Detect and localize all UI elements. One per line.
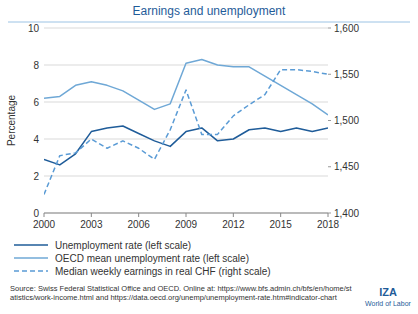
y-tick-label: 6	[33, 97, 39, 108]
legend-label: Median weekly earnings in real CHF (righ…	[55, 266, 271, 277]
y2-tick-label: 1,400	[334, 208, 359, 219]
logo-text: IZA	[379, 286, 397, 298]
source-note: Source: Swiss Federal Statistical Office…	[10, 284, 355, 302]
x-tick-label: 2009	[175, 219, 198, 230]
x-tick	[186, 213, 187, 217]
grid-line	[44, 28, 328, 29]
y-tick-label: 4	[33, 134, 39, 145]
legend-label: Unemployment rate (left scale)	[55, 240, 191, 251]
x-tick-label: 2000	[33, 219, 56, 230]
chart-root: Earnings and unemployment 0 2 4 6 8 10 1,400 1,4…	[0, 0, 418, 314]
plot-area	[44, 59, 328, 194]
y2-tick	[328, 28, 331, 29]
legend-key	[14, 270, 48, 272]
x-tick	[138, 213, 139, 217]
x-tick-label: 2006	[128, 219, 151, 230]
series-line	[44, 126, 328, 165]
y-tick-label: 10	[28, 23, 40, 34]
logo-text: World of Labor	[365, 300, 411, 307]
y2-tick-label: 1,550	[334, 69, 359, 80]
legend-label: OECD mean unemployment rate (left scale)	[55, 253, 249, 264]
y2-tick	[328, 120, 331, 121]
series-line	[44, 70, 328, 195]
legend-key	[14, 244, 48, 246]
y2-tick-label: 1,450	[334, 161, 359, 172]
title: Earnings and unemployment	[133, 4, 286, 18]
y2-tick-label: 1,500	[334, 115, 359, 126]
x-tick-label: 2012	[222, 219, 245, 230]
x-tick	[91, 213, 92, 217]
y2-tick	[328, 166, 331, 167]
chart-svg: Earnings and unemployment 0 2 4 6 8 10 1,400 1,4…	[0, 0, 418, 314]
y2-tick	[328, 74, 331, 75]
y-axis-label: Percentage	[6, 94, 17, 146]
y-tick-label: 2	[33, 171, 39, 182]
x-tick	[280, 213, 281, 217]
x-tick-label: 2003	[80, 219, 103, 230]
y2-tick-label: 1,600	[334, 23, 359, 34]
y-tick-label: 8	[33, 60, 39, 71]
y-tick-label: 0	[33, 208, 39, 219]
grid-line	[44, 176, 328, 177]
legend-key	[14, 257, 48, 259]
x-tick	[328, 213, 329, 217]
x-tick	[44, 213, 45, 217]
x-tick-label: 2015	[270, 219, 293, 230]
x-tick-label: 2018	[317, 219, 340, 230]
grid-line	[44, 102, 328, 103]
x-tick	[233, 213, 234, 217]
series-line	[44, 59, 328, 114]
